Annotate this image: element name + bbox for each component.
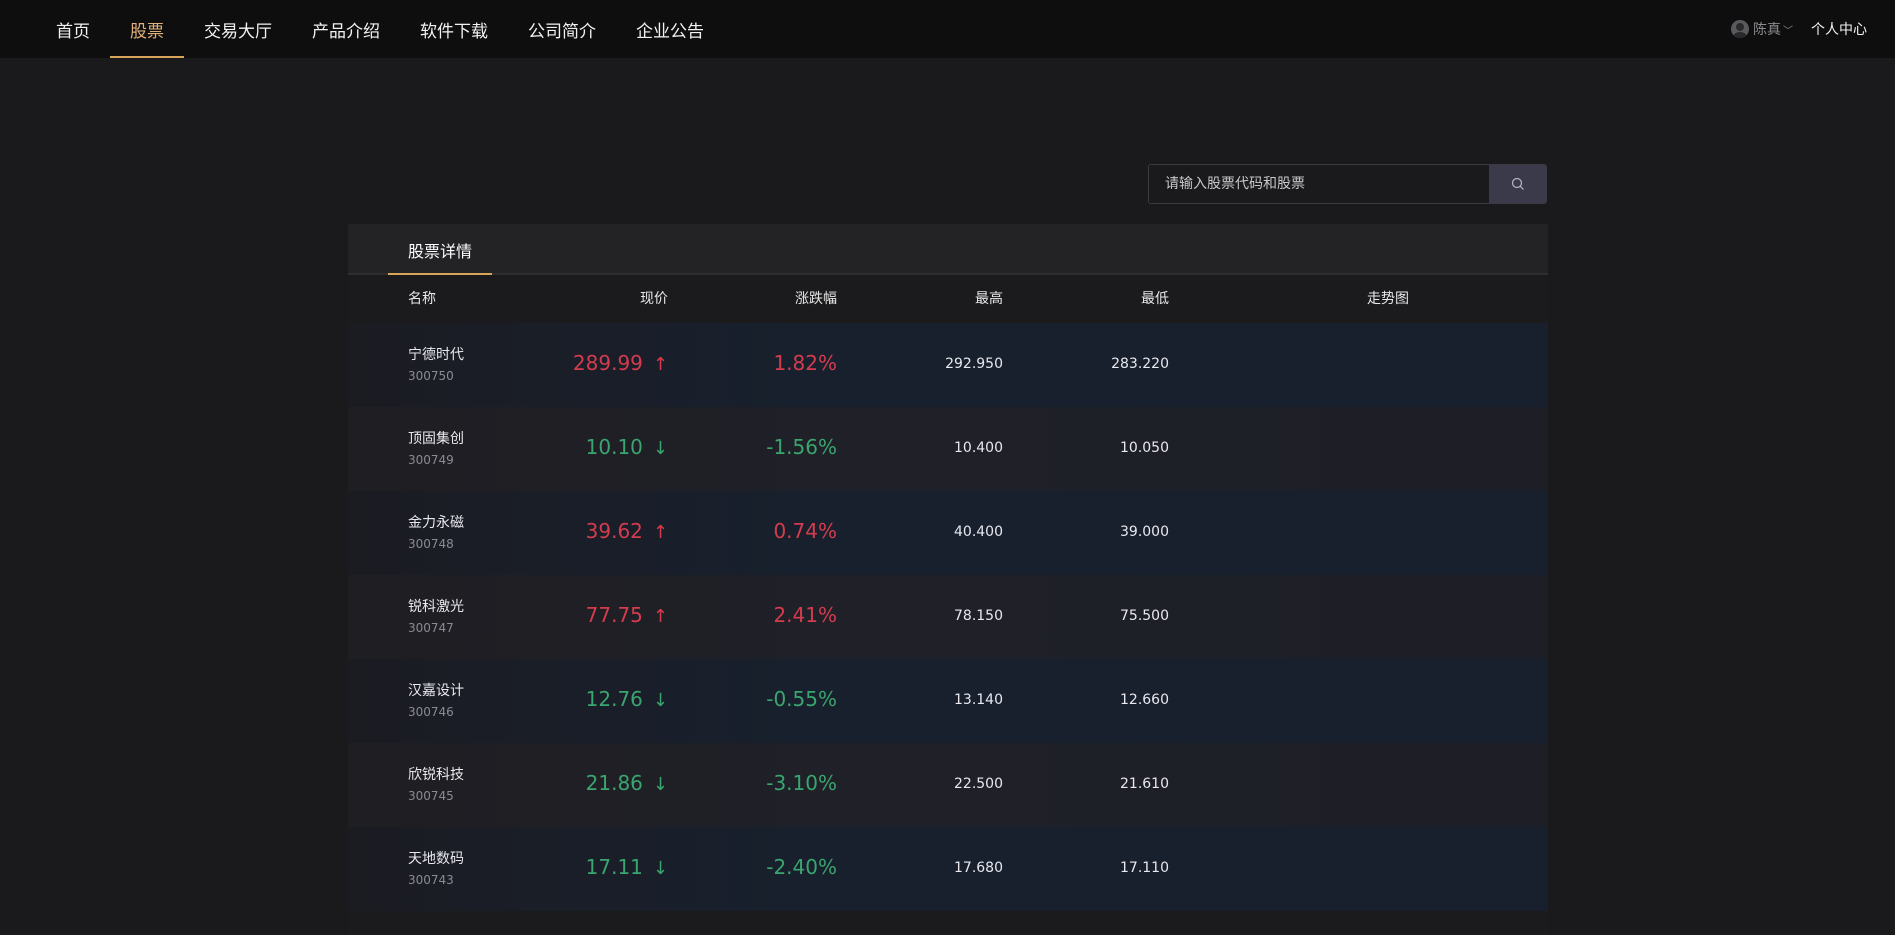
price-value: 10.10 [585, 435, 643, 459]
personal-center-link[interactable]: 个人中心 [1811, 22, 1867, 38]
search-icon [1511, 177, 1524, 190]
stock-code: 300746 [408, 705, 454, 719]
arrow-down-icon: ↓ [652, 690, 668, 711]
current-price: 77.75 ↑ [586, 603, 668, 627]
search-button[interactable] [1489, 165, 1546, 203]
table-row[interactable]: 锐科激光 300747 77.75 ↑ 2.41% 78.150 75.500 [348, 575, 1548, 659]
nav-item-trading-hall[interactable]: 交易大厅 [204, 21, 272, 42]
table-row[interactable]: 顶固集创 300749 10.10 ↓ -1.56% 10.400 10.050 [348, 407, 1548, 491]
arrow-up-icon: ↑ [652, 354, 668, 375]
user-name[interactable]: 陈真 [1753, 22, 1781, 38]
tab-stock-details[interactable]: 股票详情 [388, 224, 493, 276]
high-price: 13.140 [954, 692, 1003, 708]
stock-code: 300750 [408, 369, 454, 383]
stock-name[interactable]: 顶固集创 [408, 431, 464, 447]
low-price: 10.050 [1120, 440, 1169, 456]
user-avatar-icon[interactable] [1731, 20, 1749, 38]
stock-search [1148, 164, 1547, 204]
stock-code: 300748 [408, 537, 454, 551]
column-header-trend: 走势图 [1367, 291, 1409, 307]
change-percent: 1.82% [773, 351, 837, 375]
search-input[interactable] [1149, 165, 1489, 203]
column-header-low: 最低 [1141, 291, 1169, 307]
table-row[interactable]: 天地数码 300743 17.11 ↓ -2.40% 17.680 17.110 [348, 827, 1548, 911]
low-price: 75.500 [1120, 608, 1169, 624]
high-price: 78.150 [954, 608, 1003, 624]
arrow-down-icon: ↓ [652, 858, 668, 879]
column-header-name: 名称 [408, 291, 436, 307]
current-price: 10.10 ↓ [586, 435, 668, 459]
current-price: 12.76 ↓ [586, 687, 668, 711]
nav-item-company[interactable]: 公司简介 [528, 21, 596, 42]
stock-name[interactable]: 天地数码 [408, 851, 464, 867]
high-price: 10.400 [954, 440, 1003, 456]
panel-tabs: 股票详情 [348, 224, 1548, 276]
column-header-price: 现价 [640, 291, 668, 307]
current-price: 289.99 ↑ [573, 351, 668, 375]
low-price: 17.110 [1120, 860, 1169, 876]
stock-code: 300745 [408, 789, 454, 803]
stock-table-body: 宁德时代 300750 289.99 ↑ 1.82% 292.950 283.220 顶固集创… [348, 323, 1548, 911]
nav-item-download[interactable]: 软件下载 [420, 21, 488, 42]
high-price: 40.400 [954, 524, 1003, 540]
current-price: 17.11 ↓ [586, 855, 668, 879]
stock-code: 300747 [408, 621, 454, 635]
high-price: 292.950 [945, 356, 1003, 372]
top-nav-bar: 首页 股票 交易大厅 产品介绍 软件下载 公司简介 企业公告 陈真 ﹀ 个人中心 [0, 0, 1895, 58]
nav-item-products[interactable]: 产品介绍 [312, 21, 380, 42]
stock-name[interactable]: 欣锐科技 [408, 767, 464, 783]
nav-item-announcements[interactable]: 企业公告 [636, 21, 704, 42]
arrow-up-icon: ↑ [652, 606, 668, 627]
chevron-down-icon[interactable]: ﹀ [1783, 25, 1793, 37]
low-price: 39.000 [1120, 524, 1169, 540]
change-percent: -1.56% [766, 435, 837, 459]
user-area: 陈真 ﹀ 个人中心 [1731, 0, 1867, 58]
low-price: 21.610 [1120, 776, 1169, 792]
arrow-up-icon: ↑ [652, 522, 668, 543]
table-header: 名称 现价 涨跌幅 最高 最低 走势图 [348, 275, 1548, 323]
price-value: 39.62 [585, 519, 643, 543]
price-value: 12.76 [585, 687, 643, 711]
low-price: 283.220 [1111, 356, 1169, 372]
table-row[interactable]: 汉嘉设计 300746 12.76 ↓ -0.55% 13.140 12.660 [348, 659, 1548, 743]
column-header-change: 涨跌幅 [795, 291, 837, 307]
change-percent: 0.74% [773, 519, 837, 543]
price-value: 17.11 [585, 855, 643, 879]
column-header-high: 最高 [975, 291, 1003, 307]
stock-name[interactable]: 汉嘉设计 [408, 683, 464, 699]
main-nav: 首页 股票 交易大厅 产品介绍 软件下载 公司简介 企业公告 [36, 0, 724, 58]
nav-item-stocks[interactable]: 股票 [110, 0, 184, 58]
stock-name[interactable]: 金力永磁 [408, 515, 464, 531]
price-value: 289.99 [572, 351, 643, 375]
arrow-down-icon: ↓ [652, 774, 668, 795]
stock-panel: 股票详情 名称 现价 涨跌幅 最高 最低 走势图 宁德时代 300750 289.9… [348, 224, 1548, 935]
change-percent: 2.41% [773, 603, 837, 627]
current-price: 21.86 ↓ [586, 771, 668, 795]
stock-code: 300749 [408, 453, 454, 467]
table-row[interactable]: 金力永磁 300748 39.62 ↑ 0.74% 40.400 39.000 [348, 491, 1548, 575]
stock-code: 300743 [408, 873, 454, 887]
nav-item-home[interactable]: 首页 [56, 21, 90, 42]
price-value: 77.75 [585, 603, 643, 627]
high-price: 17.680 [954, 860, 1003, 876]
stock-name[interactable]: 宁德时代 [408, 347, 464, 363]
change-percent: -2.40% [766, 855, 837, 879]
stock-name[interactable]: 锐科激光 [408, 599, 464, 615]
current-price: 39.62 ↑ [586, 519, 668, 543]
change-percent: -3.10% [766, 771, 837, 795]
table-row[interactable]: 宁德时代 300750 289.99 ↑ 1.82% 292.950 283.220 [348, 323, 1548, 407]
arrow-down-icon: ↓ [652, 438, 668, 459]
price-value: 21.86 [585, 771, 643, 795]
low-price: 12.660 [1120, 692, 1169, 708]
table-row[interactable]: 欣锐科技 300745 21.86 ↓ -3.10% 22.500 21.610 [348, 743, 1548, 827]
high-price: 22.500 [954, 776, 1003, 792]
change-percent: -0.55% [766, 687, 837, 711]
